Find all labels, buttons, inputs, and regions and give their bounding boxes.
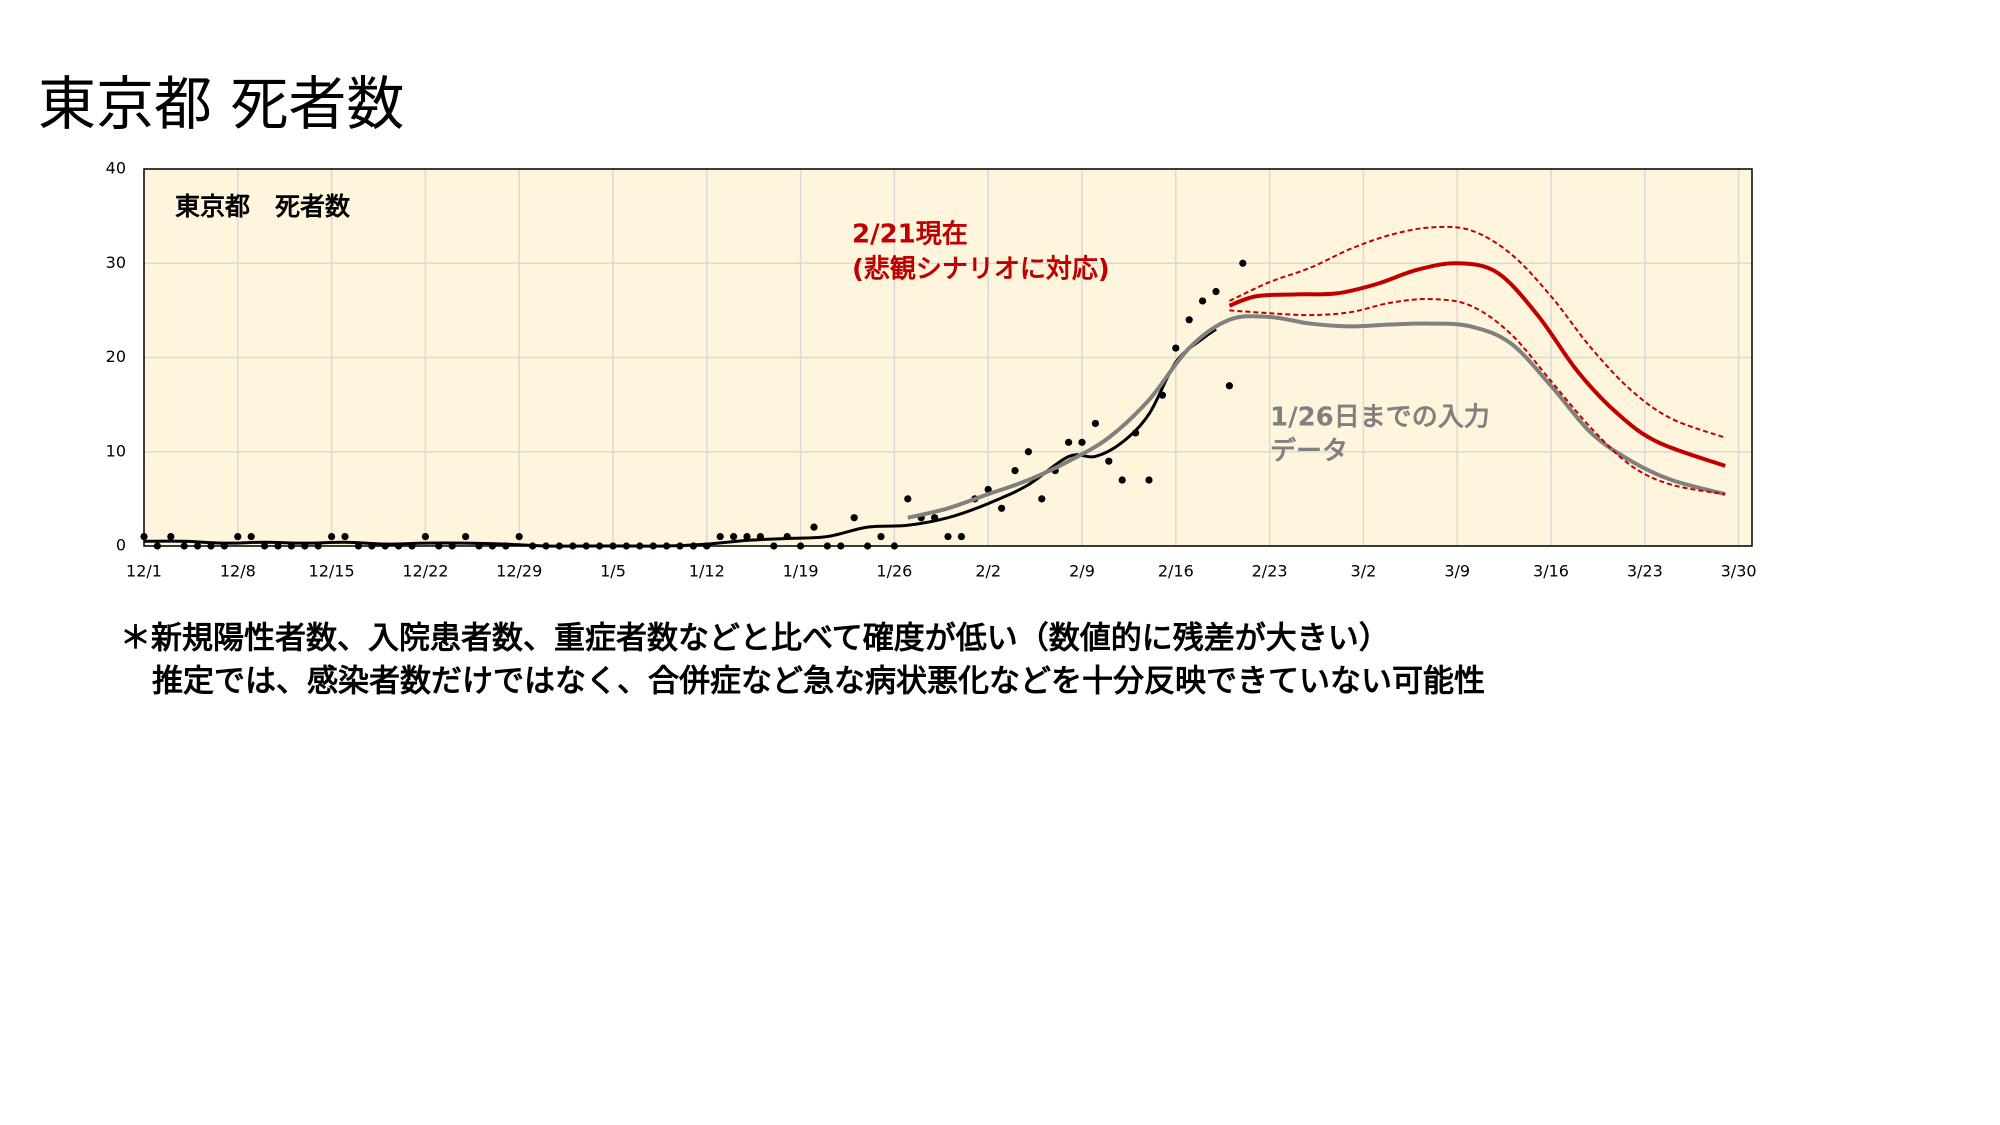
data-point [984, 485, 992, 494]
x-tick-label: 12/22 [402, 562, 448, 581]
plot-border [143, 168, 1753, 547]
data-point [1038, 495, 1046, 503]
data-point [1225, 382, 1233, 390]
x-tick-label: 12/8 [220, 562, 256, 581]
x-tick-label: 3/16 [1533, 562, 1569, 581]
data-point [890, 542, 899, 550]
annotation: 1/26日までの入力 [1270, 403, 1490, 433]
data-point [1185, 316, 1193, 324]
x-tick-label: 12/29 [496, 562, 542, 581]
data-point [341, 532, 349, 541]
data-point [770, 542, 778, 550]
data-point [515, 532, 523, 541]
annotation: (悲観シナリオに対応) [852, 255, 1110, 285]
data-point [421, 532, 429, 541]
data-point [1199, 297, 1207, 305]
data-point [234, 532, 242, 541]
data-point [1212, 287, 1220, 296]
data-point [864, 542, 872, 550]
y-tick-label: 30 [106, 253, 126, 272]
chart-title: 東京都 死者数 [175, 192, 351, 221]
x-tick-label: 2/23 [1252, 562, 1288, 581]
y-tick-label: 0 [116, 536, 126, 555]
x-tick-label: 2/9 [1069, 562, 1095, 581]
note: ＊新規陽性者数、入院患者数、重症者数などと比べて確度が低い（数値的に残差が大きい… [120, 621, 1390, 657]
x-tick-label: 2/2 [975, 562, 1001, 581]
x-tick-label: 3/30 [1721, 562, 1757, 581]
data-point [743, 532, 751, 541]
data-point [904, 495, 912, 503]
y-tick-label: 20 [106, 347, 126, 366]
data-point [810, 523, 818, 531]
data-point [837, 542, 845, 550]
x-tick-label: 12/15 [309, 562, 355, 581]
data-point [877, 532, 885, 541]
data-point [261, 542, 269, 550]
data-point [194, 542, 202, 550]
annotation: データ [1270, 436, 1348, 467]
data-point [1024, 448, 1032, 456]
series-line [1229, 298, 1726, 496]
annotation: 2/21現在 [852, 220, 968, 250]
data-point [180, 542, 188, 550]
data-point [140, 532, 148, 541]
data-point [1011, 467, 1019, 475]
x-tick-label: 3/2 [1351, 562, 1377, 581]
data-point [1239, 259, 1247, 267]
series-line [143, 327, 1217, 548]
series-line [907, 314, 1726, 520]
series-line [1228, 225, 1726, 439]
data-point [1145, 476, 1153, 484]
data-point [998, 504, 1006, 512]
series-line [1228, 261, 1726, 468]
data-point [328, 532, 336, 541]
data-point [167, 532, 175, 541]
x-tick-label: 1/12 [689, 562, 725, 581]
data-point [1091, 419, 1099, 428]
data-point [153, 542, 161, 550]
x-tick-label: 12/1 [126, 562, 162, 581]
data-point [823, 542, 832, 550]
data-point [462, 532, 470, 541]
x-tick-label: 2/16 [1158, 562, 1194, 581]
data-point [1105, 457, 1113, 465]
data-point [944, 532, 952, 541]
note: 推定では、感染者数だけではなく、合併症など急な病状悪化などを十分反映できていない… [152, 664, 1485, 700]
data-point [730, 532, 738, 541]
data-point [1172, 344, 1180, 352]
y-tick-label: 40 [106, 159, 126, 178]
data-point [1078, 438, 1086, 446]
x-tick-label: 3/9 [1444, 562, 1470, 581]
data-point [716, 532, 724, 541]
data-point [1118, 476, 1126, 484]
data-point [850, 514, 858, 522]
slide-title: 東京都 死者数 [38, 70, 404, 138]
data-point [274, 542, 282, 550]
x-tick-label: 1/26 [876, 562, 912, 581]
data-point [797, 542, 805, 550]
x-tick-label: 1/19 [783, 562, 819, 581]
y-tick-label: 10 [106, 441, 126, 460]
data-point [1065, 438, 1073, 446]
data-point [247, 532, 255, 541]
x-tick-label: 1/5 [600, 562, 626, 581]
data-point [957, 532, 966, 541]
x-tick-label: 3/23 [1627, 562, 1663, 581]
